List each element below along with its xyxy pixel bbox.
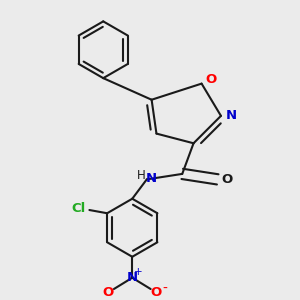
Text: Cl: Cl: [71, 202, 85, 215]
Text: O: O: [151, 286, 162, 299]
Text: H: H: [136, 169, 145, 182]
Text: N: N: [127, 271, 138, 284]
Text: O: O: [103, 286, 114, 299]
Text: O: O: [206, 73, 217, 86]
Text: O: O: [221, 173, 232, 186]
Text: N: N: [226, 110, 237, 122]
Text: N: N: [146, 172, 157, 185]
Text: -: -: [162, 282, 167, 296]
Text: +: +: [134, 267, 143, 277]
